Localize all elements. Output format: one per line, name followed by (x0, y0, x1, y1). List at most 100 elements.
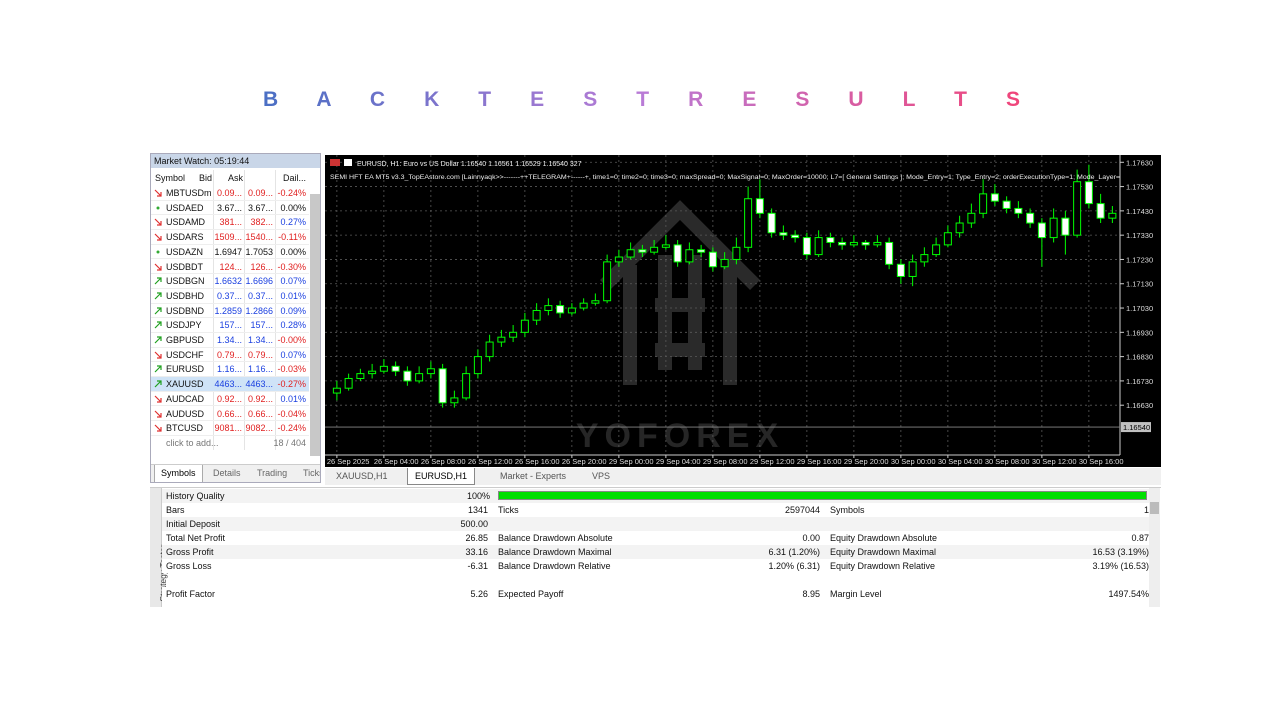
symbol-row: USDBDT 124... 126... -0.30% (151, 260, 309, 275)
ask: 3.67... (247, 202, 273, 213)
ask: 1.7053 (245, 246, 273, 257)
chart-tab[interactable]: Market - Experts (500, 471, 567, 481)
result-label: Balance Drawdown Relative (498, 561, 611, 571)
column-header: Symbol (155, 173, 186, 183)
quality-track (498, 491, 1147, 500)
down-arrow (154, 263, 162, 271)
symbol-row: GBPUSD 1.34... 1.34... -0.00% (151, 333, 309, 348)
candle-body (344, 377, 353, 389)
page-title: B A C K T E S T R E S U L T S (263, 88, 1020, 111)
ask: 0.79... (247, 349, 273, 360)
symbol-row: USDBHD 0.37... 0.37... 0.01% (151, 289, 309, 304)
down-arrow (154, 189, 162, 197)
symbol-row: USDJPY 157... 157... 0.28% (151, 318, 309, 333)
trend-icon (154, 336, 162, 344)
candle-body (1084, 181, 1093, 205)
result-label: Margin Level (830, 589, 882, 599)
bid: 124... (219, 261, 242, 272)
chart-tabs: XAUUSD,H1 EURUSD,H1 Market - Experts VPS (325, 468, 1161, 485)
daily-change: 0.09% (280, 305, 306, 316)
candle-body (932, 244, 941, 256)
chart-tab[interactable]: XAUUSD,H1 (336, 471, 388, 481)
daily-change: -0.27% (277, 379, 306, 390)
result-value: 0.00 (802, 533, 820, 543)
candle-body (661, 244, 670, 248)
symbol: AUDUSD (166, 408, 205, 419)
symbol-row: USDBND 1.2859 1.2866 0.09% (151, 304, 309, 319)
candle-body (791, 234, 800, 239)
candle-body (532, 309, 541, 321)
candle-body (438, 368, 447, 404)
up-arrow (154, 292, 162, 300)
result-label: Initial Deposit (166, 519, 221, 529)
candle-body (697, 249, 706, 253)
candle-body (509, 331, 518, 338)
symbol: GBPUSD (166, 335, 205, 345)
result-row: Initial Deposit 500.00 (162, 517, 1149, 531)
result-label: Bars (166, 505, 185, 515)
result-row: Gross Loss -6.31 Balance Drawdown Relative… (162, 559, 1149, 573)
candle-body (497, 336, 506, 343)
symbol-flag (330, 159, 340, 166)
y-tick-label: 1.17630 (1126, 158, 1153, 167)
result-label: Equity Drawdown Relative (830, 561, 936, 571)
y-tick-label: 1.16730 (1126, 377, 1153, 386)
bid: 1509... (214, 232, 242, 243)
ask: 0.66... (247, 408, 273, 419)
result-label: Equity Drawdown Maximal (830, 547, 937, 557)
bid: 0.09... (216, 188, 242, 198)
x-tick-label: 29 Sep 12:00 (750, 457, 795, 466)
result-value: 1.20% (6.31) (768, 561, 820, 571)
candle-body (990, 193, 999, 202)
result-label: Expected Payoff (498, 589, 564, 599)
candle-body (591, 300, 600, 304)
result-value: -6.31 (467, 561, 488, 571)
tab[interactable]: Trading (257, 468, 288, 478)
add-symbol[interactable]: click to add... (166, 437, 219, 448)
daily-change: -0.03% (277, 364, 306, 375)
candle-body (720, 258, 729, 268)
symbol-row: USDAED 3.67... 3.67... 0.00% (151, 201, 309, 216)
current-price-label: 1.16540 (1123, 423, 1150, 432)
candle-body (473, 356, 482, 375)
candle-body (544, 305, 553, 311)
tab[interactable]: Ticks (303, 468, 320, 478)
x-tick-label: 30 Sep 00:00 (891, 457, 936, 466)
x-tick-label: 29 Sep 16:00 (797, 457, 842, 466)
trend-icon (154, 424, 162, 432)
tab[interactable]: Symbols (154, 465, 203, 482)
symbol: USDCHF (166, 349, 204, 360)
scrollbar (310, 194, 320, 456)
trend-icon (154, 292, 162, 300)
trend-icon (154, 189, 162, 197)
column-header: Dail... (282, 173, 306, 183)
daily-change: -0.24% (277, 188, 306, 198)
panel-header: Market Watch: 05:19:44 (151, 154, 320, 168)
ask: 126... (250, 261, 273, 272)
chart-tab[interactable]: VPS (592, 471, 611, 481)
candle-body (849, 241, 858, 246)
x-tick-label: 26 Sep 04:00 (374, 457, 419, 466)
tab[interactable]: Details (213, 468, 241, 478)
symbol: BTCUSD (166, 423, 204, 434)
candle-body (1073, 181, 1082, 236)
candle-body (708, 251, 717, 268)
trend-icon (154, 277, 162, 285)
daily-change: -0.04% (277, 408, 306, 419)
symbol: USDBDT (166, 261, 204, 272)
chart-tab[interactable]: EURUSD,H1 (407, 468, 476, 485)
quality-bar (499, 492, 1146, 499)
y-tick-label: 1.17430 (1126, 207, 1153, 216)
bid: 0.37... (216, 290, 242, 301)
up-arrow (154, 336, 162, 344)
symbol: USDAED (166, 202, 204, 213)
bid: 0.79... (216, 349, 242, 360)
watermark-logo (600, 200, 760, 385)
flat-dot (156, 206, 160, 210)
candle-body (520, 319, 529, 333)
bid: 1.16... (216, 364, 242, 375)
trend-icon (156, 206, 160, 210)
candle-body (485, 341, 494, 358)
candle-body (462, 373, 471, 399)
result-label: Gross Loss (166, 561, 212, 571)
